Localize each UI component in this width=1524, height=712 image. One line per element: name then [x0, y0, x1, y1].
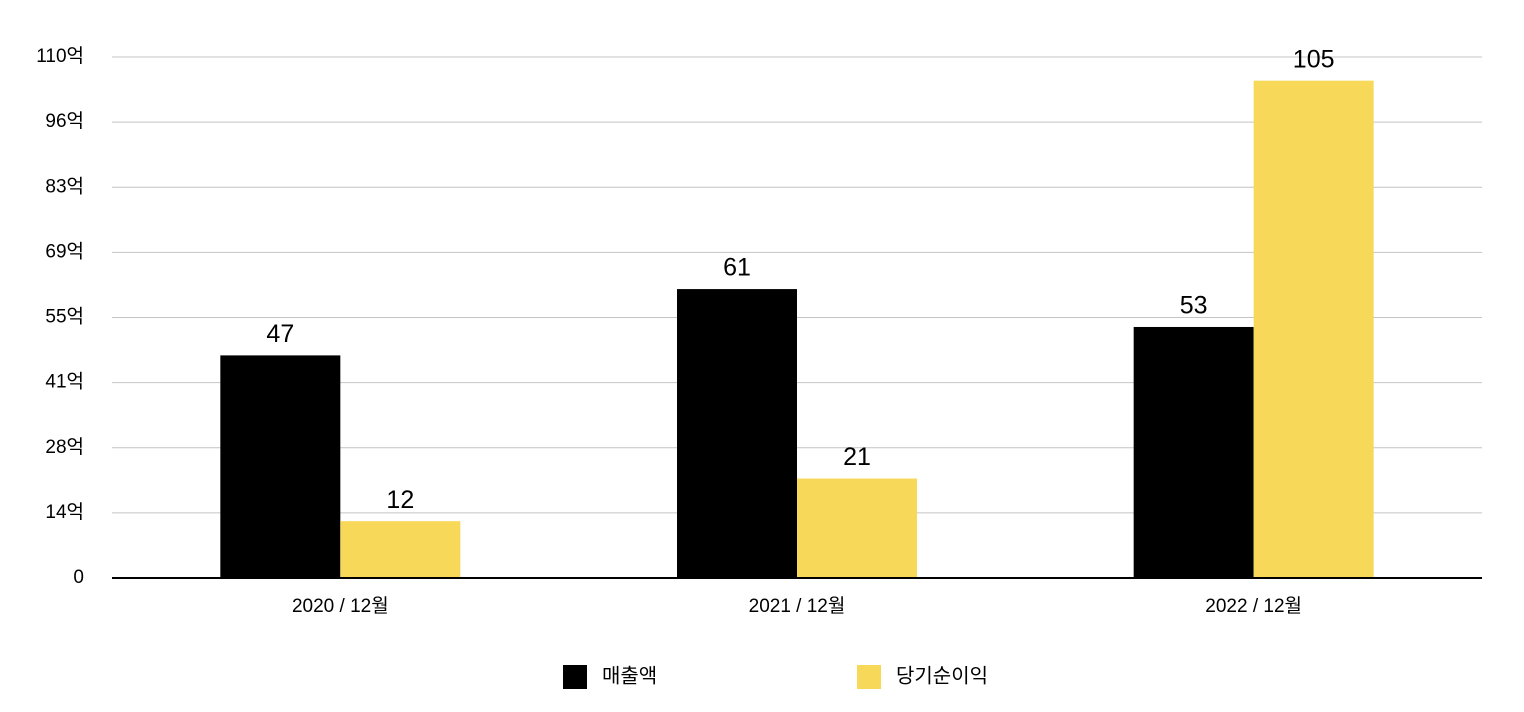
y-tick-label: 96억	[45, 110, 84, 132]
y-tick-label: 0	[73, 567, 84, 588]
y-tick-label: 55억	[45, 306, 84, 328]
x-tick-label: 2022 / 12월	[1205, 595, 1302, 617]
bar	[340, 521, 461, 578]
value-label: 61	[723, 254, 751, 282]
y-tick-label: 14억	[45, 501, 84, 523]
x-tick-label: 2020 / 12월	[292, 595, 389, 617]
bar	[1133, 326, 1254, 578]
bar	[220, 355, 341, 578]
bar	[677, 289, 797, 578]
x-tick-label: 2021 / 12월	[749, 595, 846, 617]
y-tick-label: 41억	[45, 371, 84, 393]
y-tick-label: 28억	[45, 436, 84, 458]
legend-swatch	[857, 665, 881, 689]
legend-label: 당기순이익	[896, 664, 988, 687]
value-label: 47	[266, 320, 294, 348]
bar	[797, 478, 917, 578]
value-label: 53	[1180, 292, 1208, 320]
y-tick-label: 110억	[36, 45, 84, 67]
legend-label: 매출액	[602, 664, 657, 687]
y-tick-label: 83억	[45, 175, 84, 197]
bar	[1253, 80, 1374, 578]
value-label: 105	[1293, 45, 1335, 73]
y-tick-label: 69억	[45, 240, 84, 262]
legend-swatch	[563, 665, 587, 689]
value-label: 21	[843, 443, 871, 471]
value-label: 12	[386, 486, 414, 514]
